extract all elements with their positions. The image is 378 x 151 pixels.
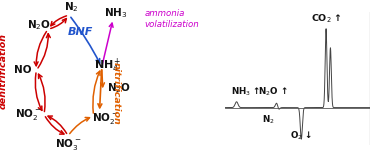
Text: NO$_2^-$: NO$_2^-$: [92, 111, 118, 126]
Text: O$_2$ ↓: O$_2$ ↓: [290, 130, 313, 142]
Text: N$_2$O: N$_2$O: [27, 18, 51, 32]
Text: denitrification: denitrification: [0, 33, 8, 109]
Text: NO$_3^-$: NO$_3^-$: [55, 137, 81, 151]
Text: N$_2$O: N$_2$O: [107, 81, 131, 95]
Text: ammonia
volatilization: ammonia volatilization: [145, 9, 200, 29]
Text: N$_2$: N$_2$: [64, 1, 79, 14]
Text: nitrification: nitrification: [112, 62, 121, 125]
Text: NO: NO: [14, 65, 31, 75]
Text: BNF: BNF: [68, 27, 94, 37]
Text: NH$_3$ ↑: NH$_3$ ↑: [231, 85, 260, 98]
Text: NH$_4^+$: NH$_4^+$: [94, 56, 121, 75]
Text: N$_2$O ↑: N$_2$O ↑: [258, 86, 288, 98]
Text: NO$_2^-$: NO$_2^-$: [15, 107, 41, 122]
Text: CO$_2$ ↑: CO$_2$ ↑: [311, 12, 342, 24]
Text: NH$_3$: NH$_3$: [104, 6, 127, 20]
Text: N$_2$: N$_2$: [262, 113, 275, 126]
